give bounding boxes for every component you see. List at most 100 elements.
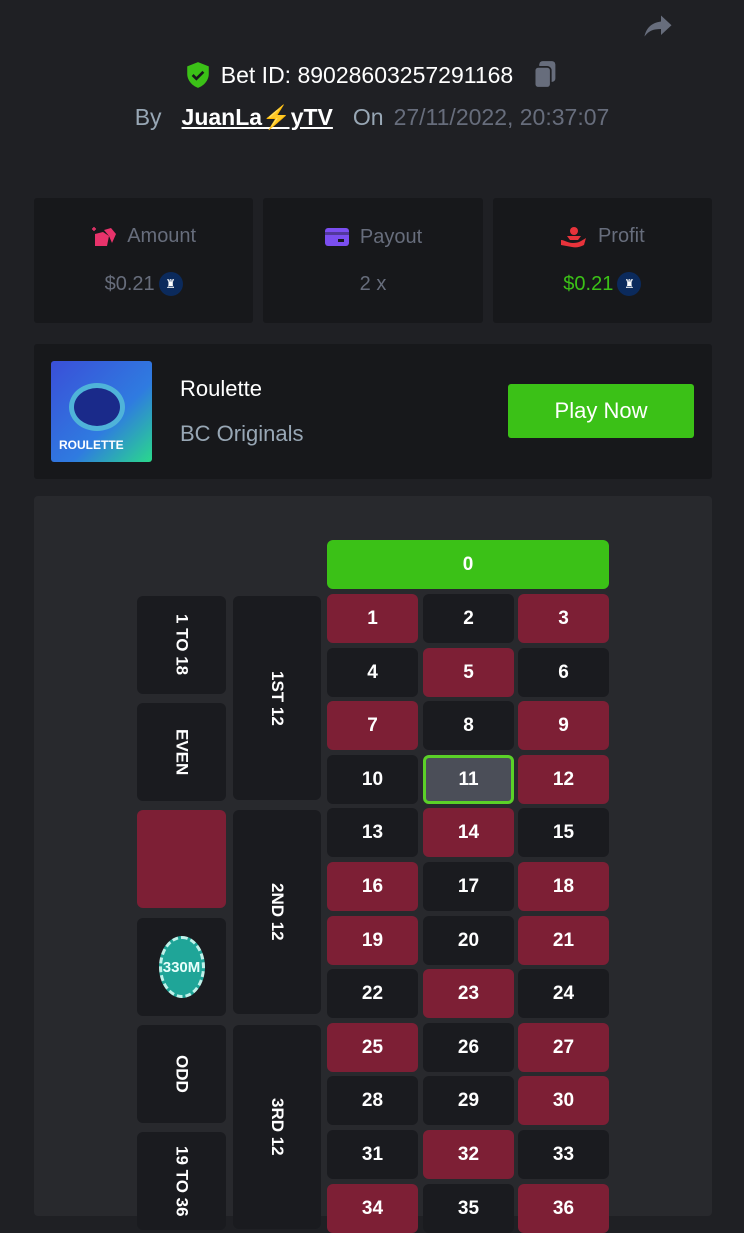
- stat-payout: Payout 2 x: [263, 198, 483, 323]
- dozen-label: 1ST 12: [268, 670, 287, 726]
- game-card: ROULETTE Roulette BC Originals Play Now: [34, 344, 712, 479]
- number-cell-23[interactable]: 23: [423, 969, 514, 1018]
- number-cell-32[interactable]: 32: [423, 1130, 514, 1179]
- number-cell-24[interactable]: 24: [518, 969, 609, 1018]
- number-cell-28[interactable]: 28: [327, 1076, 418, 1125]
- number-cell-18[interactable]: 18: [518, 862, 609, 911]
- crypto-coin-icon: ♜: [158, 272, 183, 296]
- share-icon[interactable]: [638, 8, 678, 44]
- bet-19-to-36[interactable]: 19 TO 36: [137, 1132, 226, 1230]
- number-cell-27[interactable]: 27: [518, 1023, 609, 1072]
- cell-label: 33: [552, 1143, 575, 1165]
- number-cell-25[interactable]: 25: [327, 1023, 418, 1072]
- number-cell-13[interactable]: 13: [327, 808, 418, 857]
- number-cell-4[interactable]: 4: [327, 648, 418, 697]
- number-cell-17[interactable]: 17: [423, 862, 514, 911]
- bet-red[interactable]: [137, 810, 226, 908]
- dozen-1[interactable]: 1ST 12: [233, 596, 321, 800]
- stat-label: Profit: [597, 225, 645, 247]
- stat-label: Amount: [127, 225, 197, 247]
- stat-value: $0.21: [563, 272, 614, 295]
- cell-label: 9: [558, 714, 569, 736]
- cell-label: 13: [361, 821, 384, 843]
- stat-value: $0.21: [104, 272, 155, 295]
- cell-label: 22: [361, 982, 384, 1004]
- number-cell-9[interactable]: 9: [518, 701, 609, 750]
- profit-hand-icon: [560, 226, 586, 247]
- zero-cell[interactable]: 0: [327, 540, 609, 589]
- cell-label: 10: [361, 768, 384, 790]
- bet-black[interactable]: 330M: [137, 918, 226, 1016]
- number-cell-1[interactable]: 1: [327, 594, 418, 643]
- cell-label: 12: [552, 768, 575, 790]
- cell-label: 15: [552, 821, 575, 843]
- cell-label: 4: [367, 661, 378, 683]
- cell-label: 32: [457, 1143, 480, 1165]
- bet-datetime: 27/11/2022, 20:37:07: [393, 104, 610, 130]
- outside-bet-label: 1 TO 18: [172, 614, 192, 676]
- game-name[interactable]: Roulette: [180, 376, 262, 401]
- bet-even[interactable]: EVEN: [137, 703, 226, 801]
- cell-label: 19: [361, 929, 384, 951]
- dozen-label: 2ND 12: [268, 883, 287, 941]
- number-cell-29[interactable]: 29: [423, 1076, 514, 1125]
- number-cell-31[interactable]: 31: [327, 1130, 418, 1179]
- number-cell-12[interactable]: 12: [518, 755, 609, 804]
- cell-label: 2: [463, 607, 474, 629]
- bet-1-to-18[interactable]: 1 TO 18: [137, 596, 226, 694]
- thumbnail-text: ROULETTE: [59, 438, 124, 452]
- bet-amount-icon: [92, 226, 117, 246]
- number-cell-7[interactable]: 7: [327, 701, 418, 750]
- cell-label: 23: [457, 982, 480, 1004]
- cell-label: 11: [458, 768, 479, 790]
- number-cell-22[interactable]: 22: [327, 969, 418, 1018]
- number-cell-20[interactable]: 20: [423, 916, 514, 965]
- number-cell-33[interactable]: 33: [518, 1130, 609, 1179]
- copy-icon[interactable]: [531, 60, 559, 90]
- play-now-button[interactable]: Play Now: [508, 384, 694, 438]
- on-label: On: [352, 104, 384, 130]
- roulette-thumbnail[interactable]: ROULETTE: [51, 361, 152, 462]
- number-cell-10[interactable]: 10: [327, 755, 418, 804]
- number-cell-34[interactable]: 34: [327, 1184, 418, 1233]
- cell-label: 14: [457, 821, 480, 843]
- number-cell-21[interactable]: 21: [518, 916, 609, 965]
- stat-profit: Profit $0.21 ♜: [492, 198, 712, 323]
- number-cell-2[interactable]: 2: [423, 594, 514, 643]
- outside-bet-label: EVEN: [172, 728, 192, 776]
- outside-bet-label: 19 TO 36: [172, 1145, 192, 1217]
- number-cell-36[interactable]: 36: [518, 1184, 609, 1233]
- wallet-icon: [324, 228, 349, 246]
- number-cell-19[interactable]: 19: [327, 916, 418, 965]
- bet-id: Bet ID: 89028603257291168: [220, 61, 514, 88]
- cell-label: 26: [457, 1036, 480, 1058]
- cell-label: 24: [552, 982, 575, 1004]
- cell-label: 8: [463, 714, 474, 736]
- cell-label: 17: [457, 875, 480, 897]
- cell-label: 21: [552, 929, 575, 951]
- cell-label: 0: [462, 553, 474, 575]
- number-cell-14[interactable]: 14: [423, 808, 514, 857]
- number-cell-30[interactable]: 30: [518, 1076, 609, 1125]
- bet-odd[interactable]: ODD: [137, 1025, 226, 1123]
- number-cell-26[interactable]: 26: [423, 1023, 514, 1072]
- cell-label: 25: [361, 1036, 384, 1058]
- number-cell-6[interactable]: 6: [518, 648, 609, 697]
- dozen-3[interactable]: 3RD 12: [233, 1025, 321, 1229]
- number-cell-16[interactable]: 16: [327, 862, 418, 911]
- dozen-label: 3RD 12: [268, 1098, 287, 1156]
- number-cell-15[interactable]: 15: [518, 808, 609, 857]
- crypto-coin-icon: ♜: [617, 272, 642, 296]
- cell-label: 6: [558, 661, 569, 683]
- cell-label: 7: [367, 714, 378, 736]
- number-cell-3[interactable]: 3: [518, 594, 609, 643]
- dozen-2[interactable]: 2ND 12: [233, 810, 321, 1014]
- number-cell-5[interactable]: 5: [423, 648, 514, 697]
- number-cell-11[interactable]: 11: [423, 755, 514, 804]
- cell-label: 29: [457, 1089, 480, 1111]
- username-link[interactable]: JuanLa⚡yTV: [181, 104, 333, 130]
- number-cell-8[interactable]: 8: [423, 701, 514, 750]
- cell-label: 18: [552, 875, 575, 897]
- game-provider: BC Originals: [180, 421, 304, 446]
- number-cell-35[interactable]: 35: [423, 1184, 514, 1233]
